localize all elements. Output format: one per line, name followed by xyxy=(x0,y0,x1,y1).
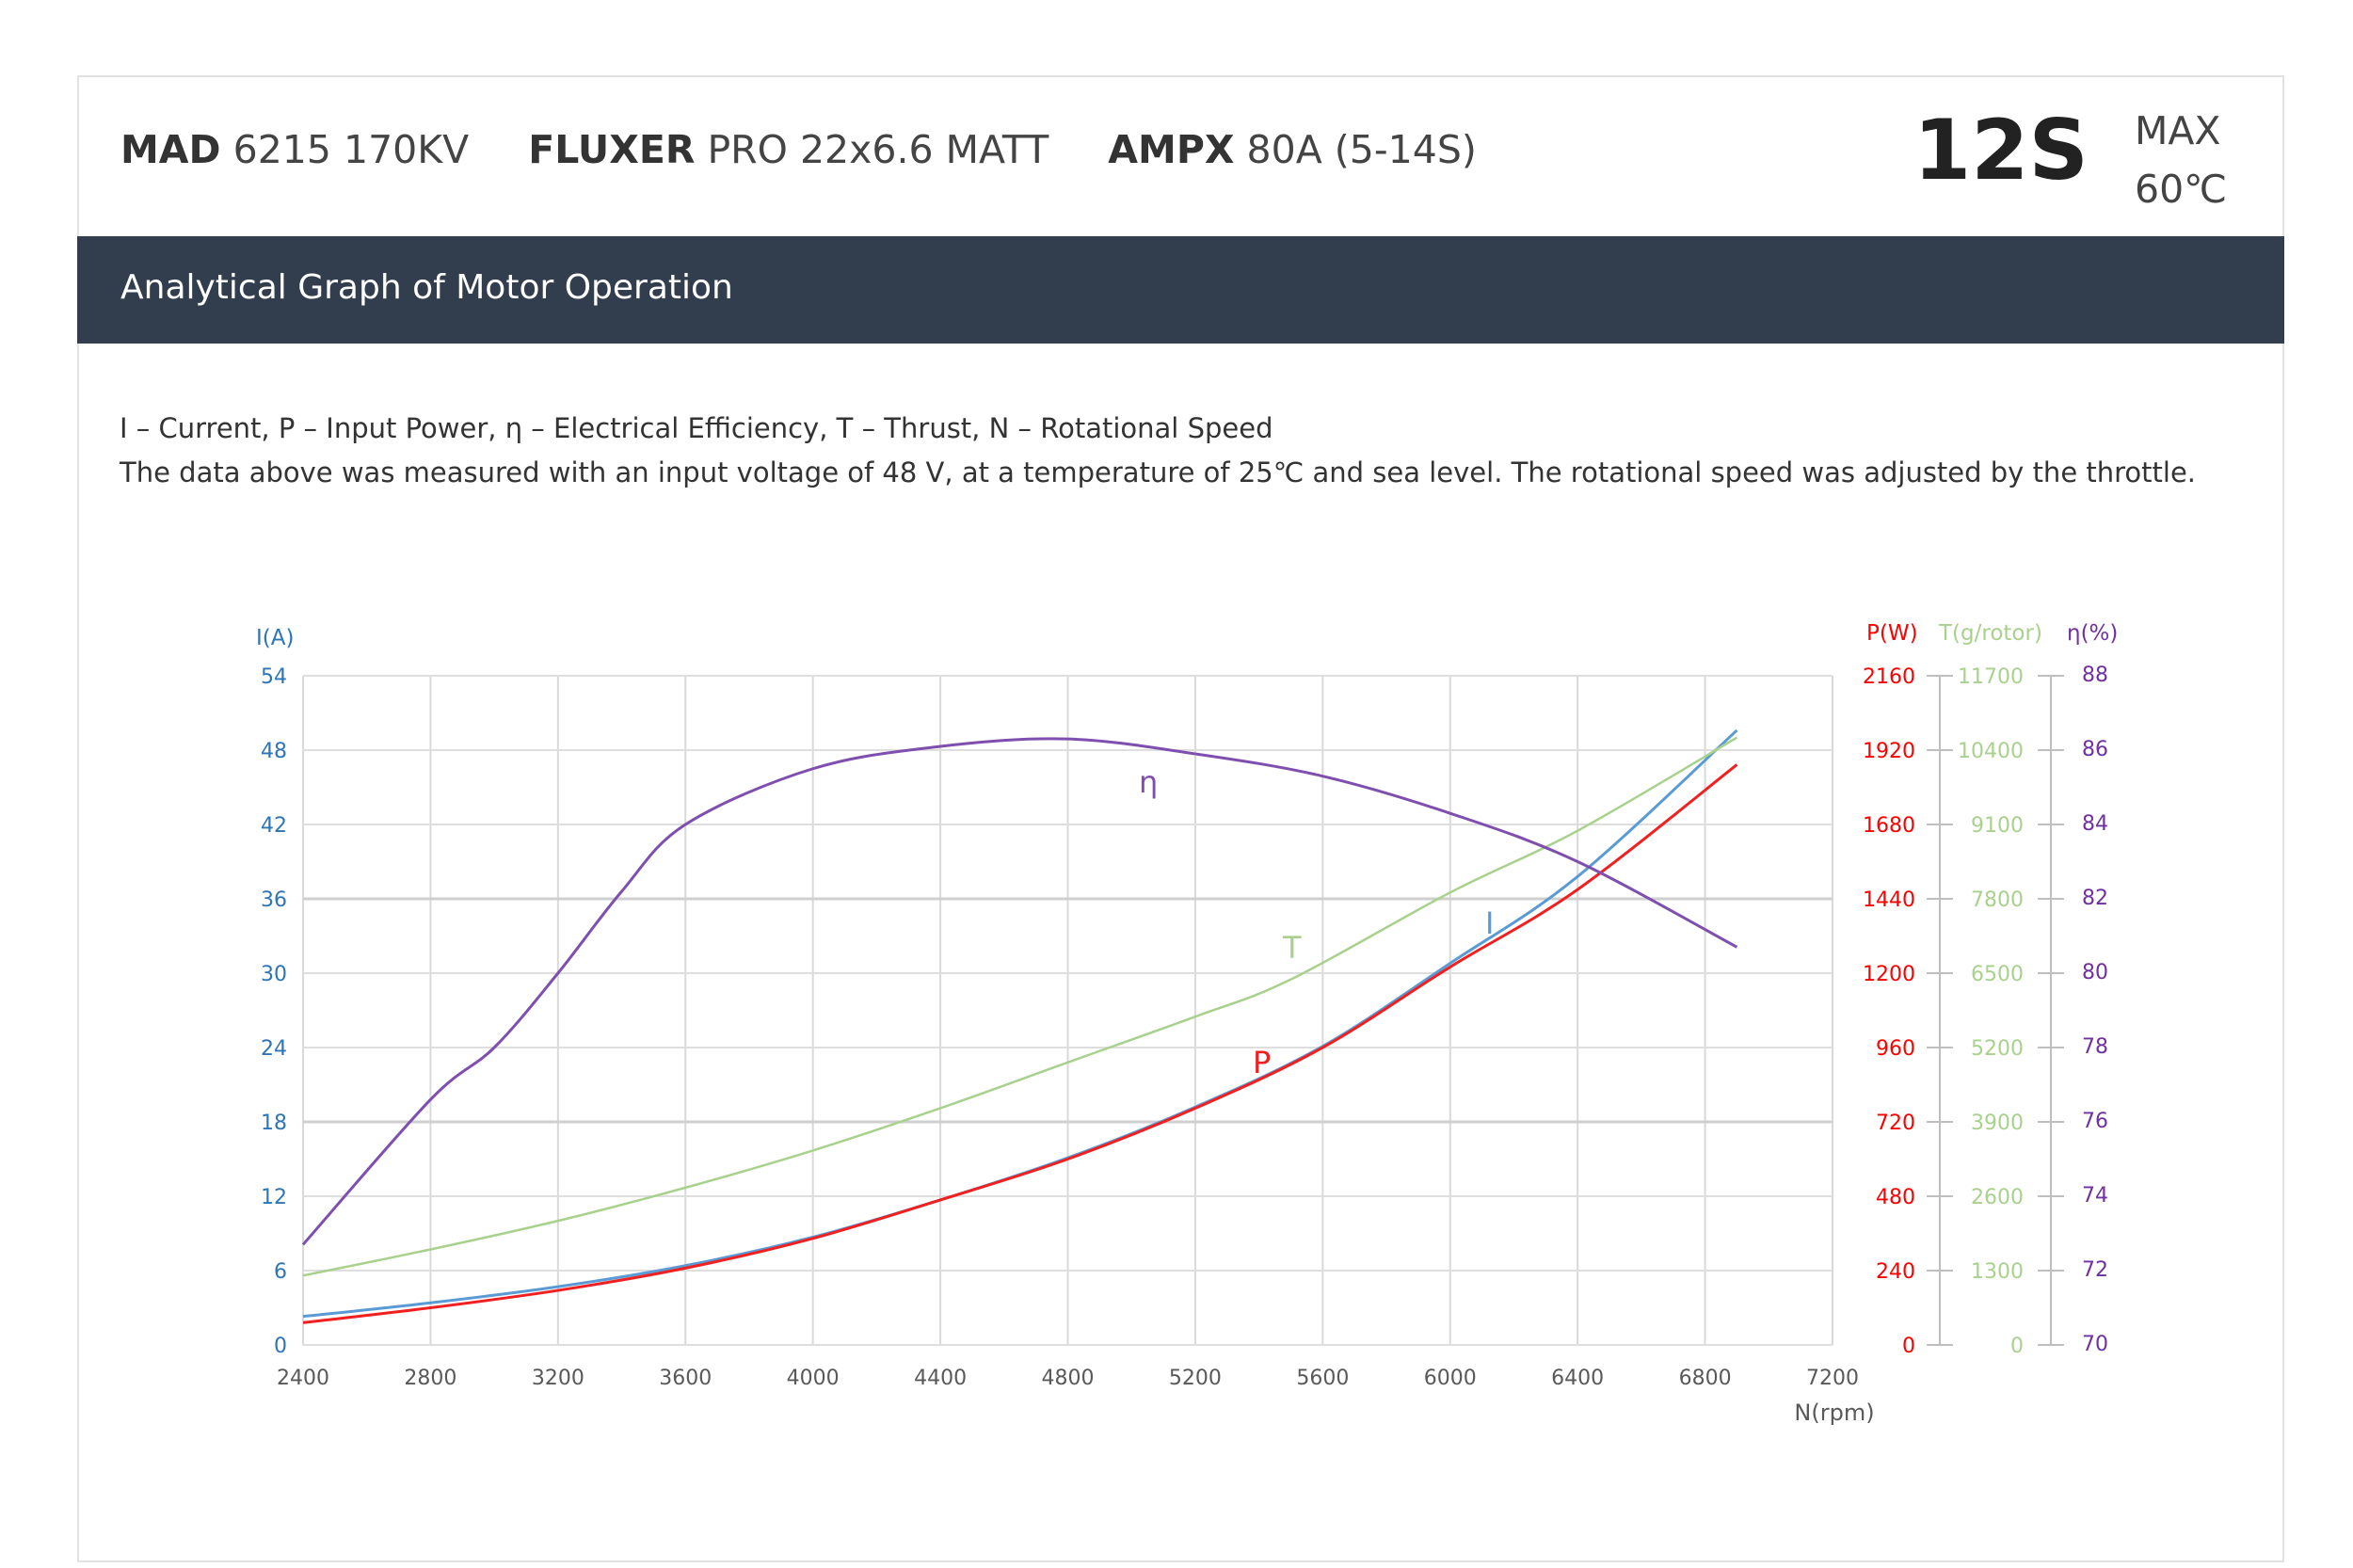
max-temperature: MAX 60℃ xyxy=(2135,108,2228,212)
eta-tick-label: 86 xyxy=(2082,738,2108,761)
i-tick-label: 48 xyxy=(261,740,287,763)
eta-tick-label: 74 xyxy=(2082,1184,2108,1208)
t-tick-label: 6500 xyxy=(1971,963,2024,986)
i-tick-label: 12 xyxy=(261,1186,287,1209)
p-tick-label: 1440 xyxy=(1863,888,1915,912)
x-tick-label: 2400 xyxy=(277,1367,329,1390)
i-tick-label: 42 xyxy=(261,814,287,838)
x-tick-label: 3600 xyxy=(659,1367,712,1390)
i-tick-label: 0 xyxy=(274,1335,287,1358)
section-title: Analytical Graph of Motor Operation xyxy=(120,268,733,307)
series-label-t: T xyxy=(1282,930,1302,966)
t-tick-label: 3900 xyxy=(1971,1112,2024,1135)
eta-tick-label: 76 xyxy=(2082,1110,2108,1133)
t-tick-label: 1300 xyxy=(1971,1260,2024,1284)
x-tick-label: 7200 xyxy=(1806,1367,1859,1390)
series-line-eta xyxy=(301,737,1738,1246)
p-tick-label: 1680 xyxy=(1863,814,1915,838)
x-tick-label: 4800 xyxy=(1042,1367,1095,1390)
x-tick-label: 6000 xyxy=(1424,1367,1477,1390)
cell-count: 12S xyxy=(1913,102,2089,199)
chart-description: I – Current, P – Input Power, η – Electr… xyxy=(120,407,2196,495)
t-axis-label: T(g/rotor) xyxy=(1938,621,2042,646)
eta-tick-label: 88 xyxy=(2082,664,2108,687)
x-tick-label: 3200 xyxy=(532,1367,584,1390)
p-tick-label: 1920 xyxy=(1863,740,1915,763)
i-tick-label: 24 xyxy=(261,1037,287,1061)
p-axis-label: P(W) xyxy=(1866,621,1918,646)
t-tick-label: 0 xyxy=(2010,1335,2024,1358)
legend-line: I – Current, P – Input Power, η – Electr… xyxy=(120,412,1273,444)
eta-tick-label: 70 xyxy=(2082,1333,2108,1356)
eta-tick-label: 72 xyxy=(2082,1258,2108,1282)
eta-tick-label: 84 xyxy=(2082,812,2108,836)
i-tick-label: 18 xyxy=(261,1112,287,1135)
t-tick-label: 7800 xyxy=(1971,888,2024,912)
p-tick-label: 0 xyxy=(1902,1335,1915,1358)
esc-spec: AMPX 80A (5-14S) xyxy=(1108,127,1477,172)
p-tick-label: 720 xyxy=(1876,1112,1915,1135)
x-tick-label: 2800 xyxy=(404,1367,456,1390)
x-tick-label: 4000 xyxy=(787,1367,840,1390)
spec-card xyxy=(77,75,2284,1562)
t-tick-label: 11700 xyxy=(1958,665,2024,689)
t-tick-label: 2600 xyxy=(1971,1186,2024,1209)
i-tick-label: 6 xyxy=(274,1260,287,1284)
motor-spec: MAD 6215 170KV xyxy=(120,127,470,172)
t-tick-label: 9100 xyxy=(1971,814,2024,838)
i-tick-label: 54 xyxy=(261,665,287,689)
series-label-p: P xyxy=(1253,1045,1271,1080)
series-line-t xyxy=(302,736,1738,1277)
eta-tick-label: 78 xyxy=(2082,1035,2108,1059)
series-label-eta: η xyxy=(1139,764,1158,800)
p-tick-label: 960 xyxy=(1876,1037,1915,1061)
prop-spec: FLUXER PRO 22x6.6 MATT xyxy=(528,127,1049,172)
x-tick-label: 5600 xyxy=(1296,1367,1349,1390)
p-tick-label: 1200 xyxy=(1863,963,1915,986)
p-tick-label: 240 xyxy=(1876,1260,1915,1284)
note-line: The data above was measured with an inpu… xyxy=(120,456,2197,488)
series-line-p xyxy=(302,763,1738,1324)
series-label-i: I xyxy=(1485,905,1494,941)
x-tick-label: 5200 xyxy=(1169,1367,1222,1390)
i-axis-label: I(A) xyxy=(256,626,294,650)
t-tick-label: 5200 xyxy=(1971,1037,2024,1061)
eta-tick-label: 80 xyxy=(2082,961,2108,984)
t-tick-label: 10400 xyxy=(1958,740,2024,763)
x-tick-label: 4400 xyxy=(914,1367,967,1390)
i-tick-label: 30 xyxy=(261,963,287,986)
p-tick-label: 480 xyxy=(1876,1186,1915,1209)
x-tick-label: 6400 xyxy=(1551,1367,1604,1390)
eta-tick-label: 82 xyxy=(2082,887,2108,910)
product-header: MAD 6215 170KV FLUXER PRO 22x6.6 MATT AM… xyxy=(120,127,1524,172)
x-axis-label: N(rpm) xyxy=(1794,1400,1874,1426)
i-tick-label: 36 xyxy=(261,888,287,912)
p-tick-label: 2160 xyxy=(1863,665,1915,689)
eta-axis-label: η(%) xyxy=(2067,621,2118,646)
x-tick-label: 6800 xyxy=(1679,1367,1732,1390)
section-bar: Analytical Graph of Motor Operation xyxy=(77,236,2284,344)
